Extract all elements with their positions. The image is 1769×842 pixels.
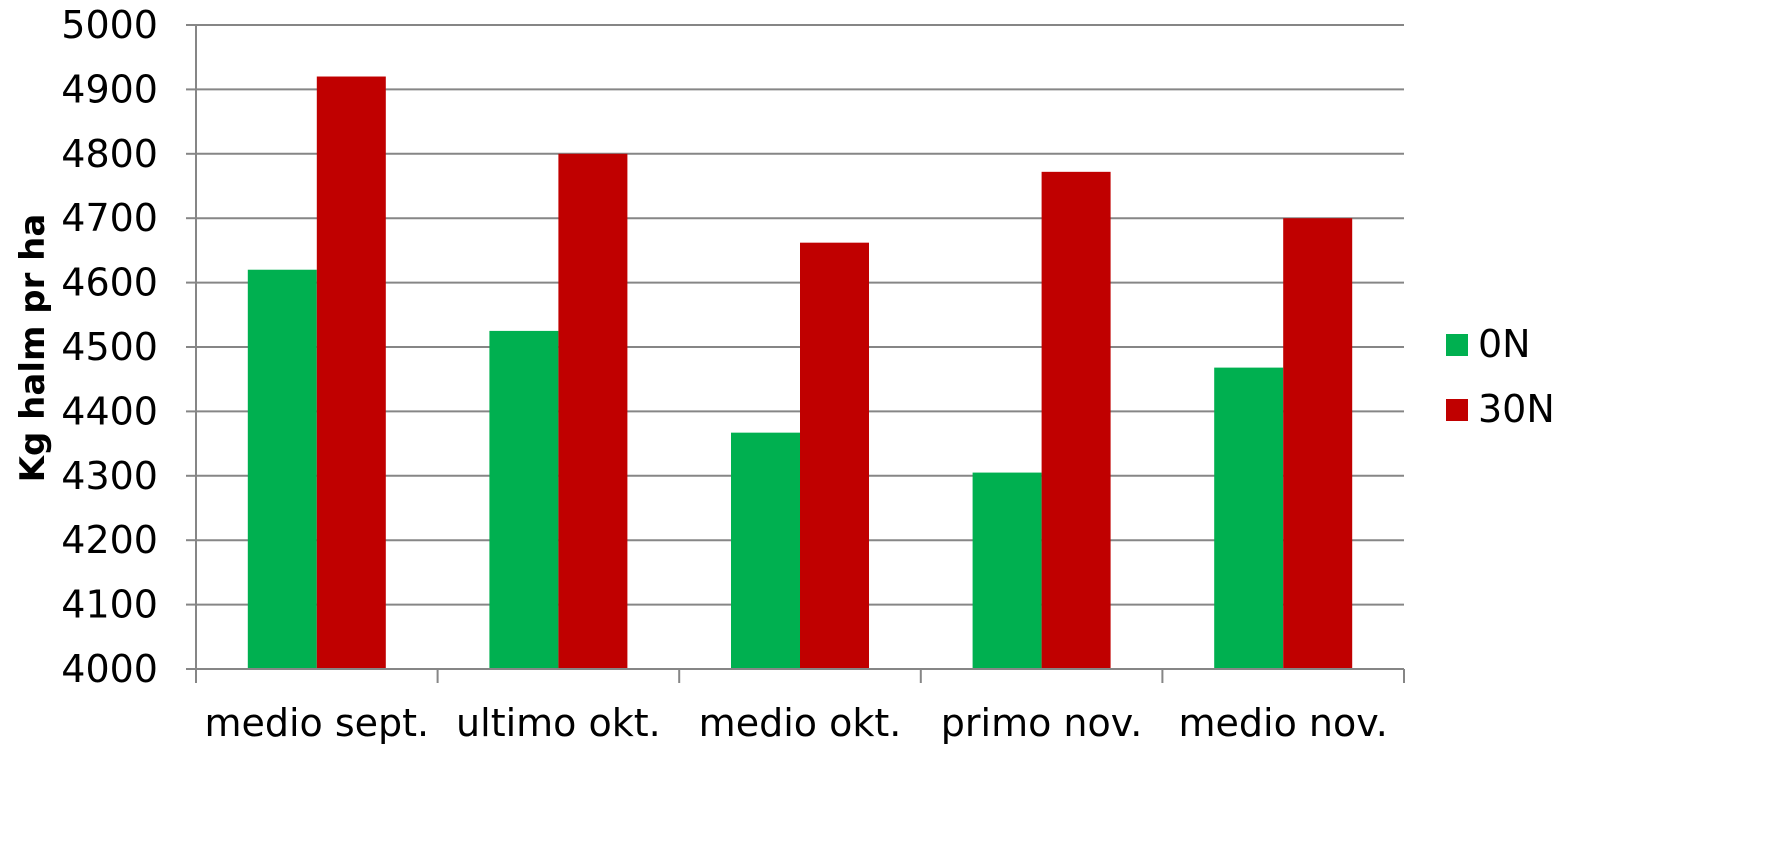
axes (186, 24, 1405, 683)
y-tick-label: 4200 (61, 518, 158, 562)
x-tick-label: ultimo okt. (456, 701, 661, 745)
legend-label-0n: 0N (1478, 322, 1531, 366)
bar-30n-4 (1041, 171, 1111, 669)
y-tick-label: 4500 (61, 325, 158, 369)
y-tick-label: 4100 (61, 583, 158, 627)
x-tick-label: medio sept. (204, 701, 429, 745)
bar-30n-5 (1283, 218, 1353, 669)
x-tick-labels: medio sept. ultimo okt. medio okt. primo no… (204, 701, 1387, 745)
y-axis-title: Kg halm pr ha (13, 214, 53, 483)
bars (247, 76, 1353, 670)
y-tick-labels: 4000 4100 4200 4300 4400 4500 4600 4700 4800 4900… (61, 3, 158, 691)
bar-0n-3 (731, 432, 800, 669)
y-tick-label: 4000 (61, 647, 158, 691)
y-tick-label: 5000 (61, 3, 158, 47)
bar-30n-3 (800, 242, 869, 669)
bar-30n-2 (558, 153, 628, 670)
x-tick-label: primo nov. (941, 701, 1143, 745)
y-tick-label: 4600 (61, 261, 158, 305)
legend-swatch-0n (1446, 334, 1468, 356)
bar-30n-1 (316, 76, 386, 669)
bar-0n-1 (247, 269, 317, 669)
x-tick-label: medio okt. (699, 701, 902, 745)
y-tick-label: 4800 (61, 132, 158, 176)
y-tick-label: 4400 (61, 389, 158, 433)
bar-0n-2 (489, 330, 559, 669)
bar-0n-4 (972, 472, 1042, 669)
legend-label-30n: 30N (1478, 387, 1555, 431)
y-tick-label: 4700 (61, 196, 158, 240)
y-tick-label: 4300 (61, 454, 158, 498)
x-tick-label: medio nov. (1179, 701, 1388, 745)
legend-swatch-30n (1446, 399, 1468, 421)
bar-0n-5 (1214, 367, 1284, 669)
y-tick-label: 4900 (61, 67, 158, 111)
